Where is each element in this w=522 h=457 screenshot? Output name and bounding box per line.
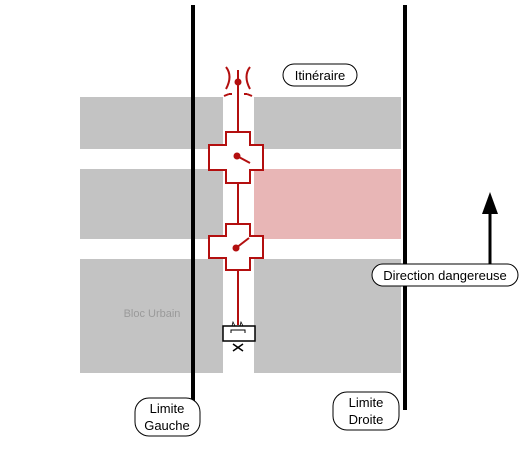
right-limit-callout: Limite Droite — [332, 391, 400, 431]
right-limit-label-line1: Limite — [349, 395, 384, 410]
block-left-bottom — [80, 259, 223, 373]
left-limit-label-line2: Gauche — [144, 418, 190, 433]
cross-junction-icon — [208, 100, 264, 225]
danger-direction-callout: Direction dangereuse — [371, 263, 519, 287]
block-left-top — [80, 97, 223, 149]
block-left-middle — [80, 169, 223, 239]
urban-blocks — [80, 97, 401, 373]
terminal-box-icon — [222, 320, 256, 352]
right-limit-label-line2: Droite — [349, 412, 384, 427]
urban-block-label: Bloc Urbain — [124, 308, 181, 320]
left-limit-label-line1: Limite — [150, 401, 185, 416]
left-limit-callout: Limite Gauche — [134, 397, 201, 437]
route-end-marker-icon — [223, 66, 253, 100]
route — [208, 66, 264, 325]
itinerary-label: Itinéraire — [295, 68, 346, 83]
itinerary-callout: Itinéraire — [282, 63, 358, 87]
danger-zone — [254, 169, 401, 239]
block-right-top — [254, 97, 401, 149]
cross-junction-icon — [208, 223, 264, 323]
arrow-up-icon — [482, 192, 498, 266]
danger-direction-label: Direction dangereuse — [383, 268, 507, 283]
